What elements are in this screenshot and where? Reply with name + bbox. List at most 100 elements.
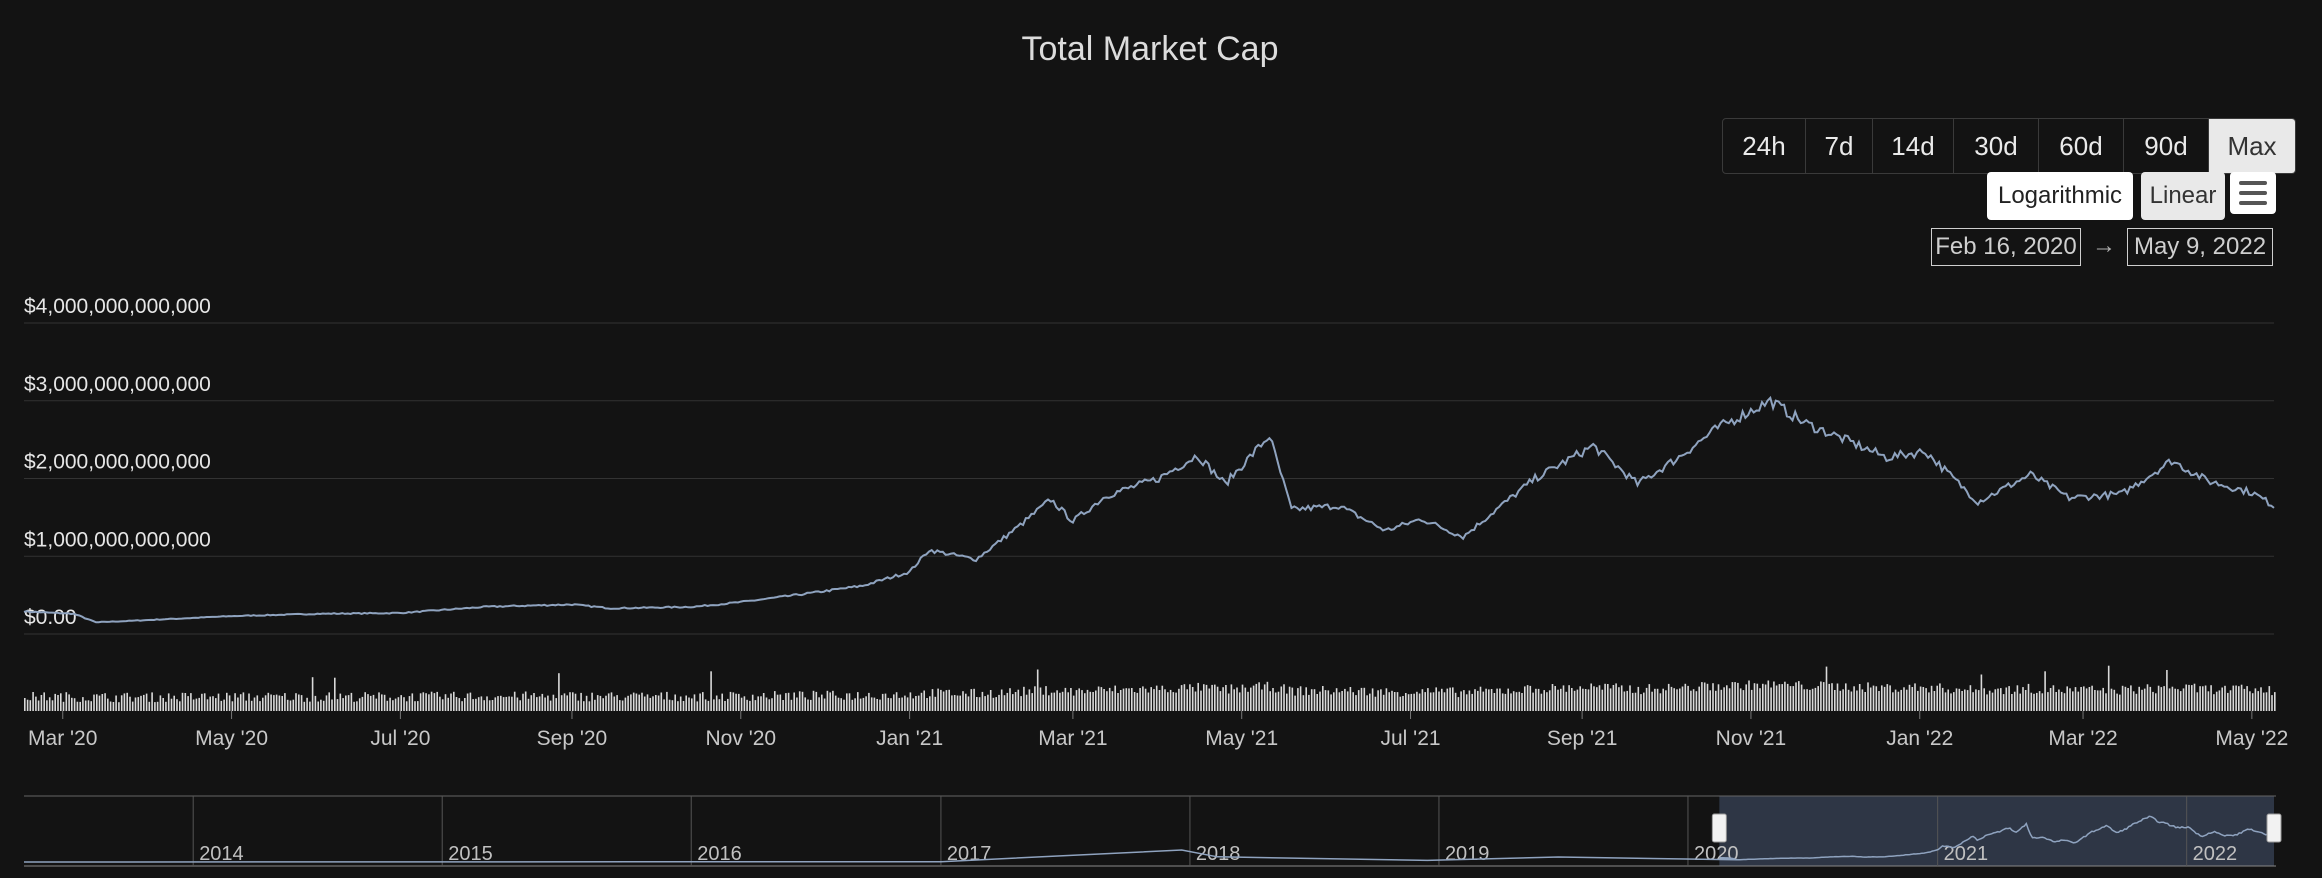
- volume-bar: [256, 695, 259, 711]
- volume-bar: [1319, 691, 1321, 711]
- range-button-max[interactable]: Max: [2209, 119, 2295, 173]
- volume-bar: [1263, 684, 1266, 711]
- volume-bar: [26, 699, 29, 711]
- volume-bar: [1025, 694, 1028, 711]
- volume-bar: [613, 696, 616, 711]
- volume-bar: [1894, 689, 1897, 711]
- volume-bar: [502, 697, 505, 711]
- linear-button[interactable]: Linear: [2141, 172, 2225, 220]
- volume-bar: [2160, 687, 2163, 711]
- logarithmic-button[interactable]: Logarithmic: [1987, 172, 2133, 220]
- volume-bar: [646, 694, 649, 711]
- volume-bar: [989, 690, 992, 711]
- volume-bar: [591, 692, 593, 711]
- volume-bar: [1048, 695, 1050, 711]
- volume-bar: [1809, 689, 1811, 711]
- volume-bar: [2002, 694, 2005, 711]
- volume-bar: [1584, 689, 1587, 711]
- volume-bar: [1214, 684, 1216, 711]
- volume-bar: [2177, 689, 2179, 711]
- volume-bar: [1922, 687, 1925, 711]
- volume-bar: [394, 698, 397, 711]
- volume-bar: [1930, 685, 1933, 711]
- volume-bar: [718, 699, 721, 711]
- volume-bar: [1294, 695, 1296, 711]
- volume-bar: [754, 700, 757, 711]
- volume-bar: [641, 692, 643, 711]
- volume-bar: [1673, 688, 1675, 711]
- volume-bar: [1084, 693, 1086, 711]
- date-to-input[interactable]: May 9, 2022: [2127, 228, 2273, 266]
- volume-bar: [984, 696, 986, 711]
- range-button-60d[interactable]: 60d: [2039, 119, 2124, 173]
- volume-bar: [405, 701, 408, 711]
- volume-bar: [1277, 691, 1280, 711]
- volume-bar: [2083, 686, 2085, 711]
- volume-bar: [832, 690, 834, 711]
- date-from-input[interactable]: Feb 16, 2020: [1931, 228, 2081, 266]
- volume-bar: [1914, 683, 1916, 711]
- volume-bar: [295, 693, 297, 711]
- range-button-24h[interactable]: 24h: [1723, 119, 1806, 173]
- volume-bar: [181, 692, 184, 711]
- volume-bar: [1715, 690, 1717, 711]
- volume-bar: [60, 693, 62, 711]
- range-button-90d[interactable]: 90d: [2124, 119, 2209, 173]
- volume-bar: [1748, 680, 1750, 711]
- navigator-selection[interactable]: [1719, 796, 2274, 866]
- volume-bar: [1291, 687, 1294, 711]
- volume-bar: [2202, 686, 2204, 711]
- volume-bar: [1828, 683, 1830, 711]
- volume-bar: [1416, 691, 1418, 711]
- volume-bar: [1009, 688, 1011, 711]
- volume-bar: [259, 701, 261, 711]
- volume-bar: [1402, 696, 1404, 711]
- volume-bar: [1770, 687, 1772, 711]
- navigator-year-label: 2022: [2193, 843, 2238, 865]
- volume-bar: [1881, 685, 1883, 711]
- navigator-handle-right[interactable]: [2266, 813, 2282, 843]
- volume-bar: [585, 695, 588, 711]
- volume-bar: [364, 692, 366, 711]
- hamburger-menu-icon[interactable]: [2230, 172, 2276, 214]
- volume-bar: [1374, 696, 1377, 711]
- volume-bar: [1236, 687, 1238, 711]
- volume-bar: [1687, 685, 1689, 711]
- volume-bar: [1324, 690, 1327, 711]
- range-button-7d[interactable]: 7d: [1806, 119, 1873, 173]
- volume-bar: [148, 701, 151, 711]
- volume-bar: [62, 701, 65, 711]
- volume-bar: [1786, 683, 1789, 711]
- navigator[interactable]: 2014 2015 2016 2017 2018 2019 2020 2021 2022: [23, 795, 2282, 867]
- navigator-handle-left[interactable]: [1711, 813, 1727, 843]
- volume-bar: [1308, 694, 1310, 711]
- volume-bar: [1958, 688, 1961, 711]
- volume-bar: [1681, 686, 1684, 711]
- volume-bar: [1175, 692, 1177, 711]
- volume-bar: [464, 698, 466, 711]
- volume-bar: [1097, 686, 1100, 711]
- volume-bar: [1756, 683, 1759, 711]
- volume-bar: [682, 701, 685, 711]
- volume-bar: [2000, 688, 2002, 711]
- volume-bar: [1654, 688, 1656, 711]
- volume-bar: [2019, 693, 2021, 711]
- volume-bar: [804, 697, 806, 711]
- volume-bar: [1274, 692, 1277, 711]
- range-button-14d[interactable]: 14d: [1873, 119, 1954, 173]
- volume-bar: [422, 692, 425, 711]
- volume-bar: [1612, 685, 1615, 711]
- volume-bar: [1615, 683, 1617, 711]
- range-button-30d[interactable]: 30d: [1954, 119, 2039, 173]
- volume-bar: [1698, 686, 1700, 711]
- volume-bar: [1238, 692, 1241, 711]
- volume-bar: [1537, 688, 1540, 711]
- volume-bar: [2077, 691, 2080, 711]
- volume-bar: [494, 697, 497, 711]
- volume-bar: [881, 693, 884, 711]
- volume-bar: [1845, 683, 1847, 711]
- volume-bar: [2260, 687, 2262, 711]
- volume-bar: [1499, 688, 1501, 711]
- volume-bar: [1883, 686, 1886, 711]
